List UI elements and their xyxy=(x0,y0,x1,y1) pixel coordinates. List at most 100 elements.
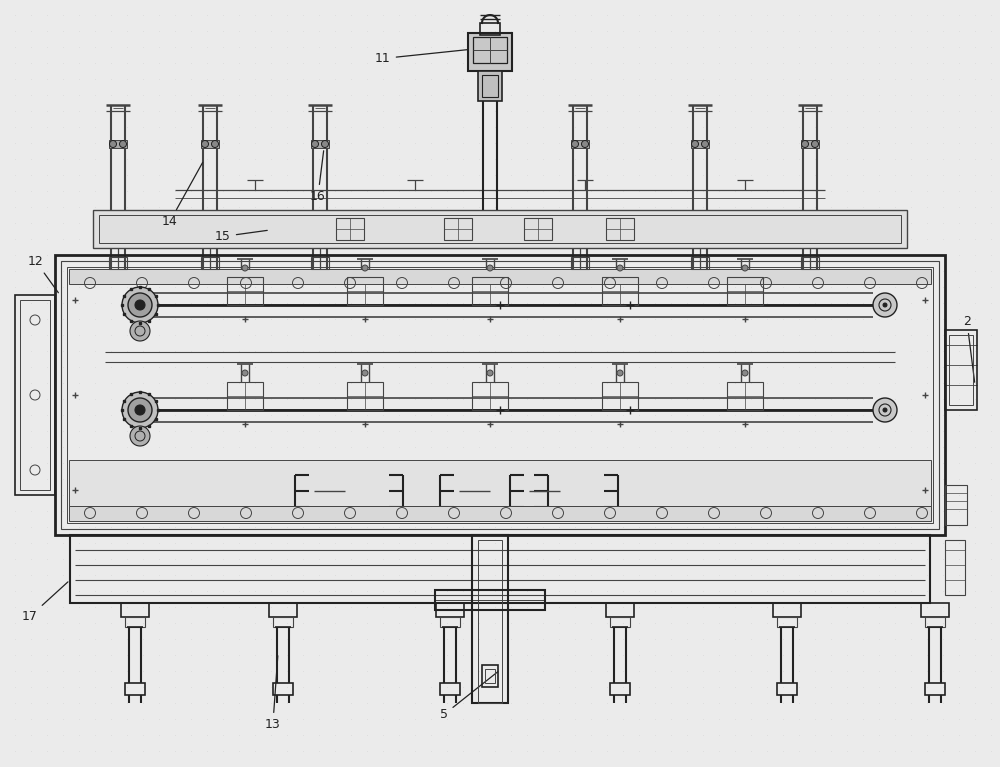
Text: 17: 17 xyxy=(22,582,68,623)
Bar xyxy=(606,218,634,240)
Bar xyxy=(921,603,949,617)
Bar xyxy=(440,617,460,627)
Circle shape xyxy=(135,405,145,415)
Bar xyxy=(15,295,55,495)
Bar xyxy=(273,683,293,695)
Bar xyxy=(444,218,472,240)
Bar xyxy=(602,382,638,410)
Bar xyxy=(485,669,495,683)
Circle shape xyxy=(692,140,698,147)
Bar xyxy=(468,33,512,71)
Bar xyxy=(925,617,945,627)
Bar xyxy=(777,617,797,627)
Circle shape xyxy=(812,140,818,147)
Bar xyxy=(67,267,933,523)
Circle shape xyxy=(802,140,808,147)
Bar xyxy=(482,75,498,97)
Bar xyxy=(311,140,329,148)
Bar xyxy=(571,140,589,148)
Circle shape xyxy=(873,398,897,422)
Bar xyxy=(121,603,149,617)
Bar xyxy=(93,210,907,248)
Bar xyxy=(472,277,508,305)
Bar xyxy=(125,683,145,695)
Bar xyxy=(472,535,508,703)
Bar xyxy=(610,617,630,627)
Bar xyxy=(61,261,939,529)
Bar xyxy=(70,535,930,603)
Bar xyxy=(336,218,364,240)
Circle shape xyxy=(110,140,116,147)
Bar xyxy=(524,218,552,240)
Circle shape xyxy=(212,140,218,147)
Circle shape xyxy=(617,370,623,376)
Circle shape xyxy=(202,140,208,147)
Circle shape xyxy=(130,426,150,446)
Bar xyxy=(20,300,50,490)
Circle shape xyxy=(130,321,150,341)
Circle shape xyxy=(128,398,152,422)
Bar xyxy=(606,603,634,617)
Bar xyxy=(945,540,965,595)
Circle shape xyxy=(120,140,126,147)
Bar xyxy=(227,382,263,410)
Bar xyxy=(945,485,967,525)
Bar xyxy=(99,215,901,243)
Bar xyxy=(480,23,500,35)
Bar xyxy=(473,37,507,63)
Circle shape xyxy=(487,370,493,376)
Circle shape xyxy=(873,293,897,317)
Circle shape xyxy=(617,265,623,271)
Circle shape xyxy=(362,265,368,271)
Text: 15: 15 xyxy=(215,230,267,243)
Bar xyxy=(201,257,219,269)
Bar xyxy=(435,590,545,610)
Bar xyxy=(109,257,127,269)
Circle shape xyxy=(135,300,145,310)
Bar xyxy=(691,140,709,148)
Bar xyxy=(949,335,973,405)
Bar xyxy=(69,460,931,506)
Bar xyxy=(691,257,709,269)
Bar xyxy=(571,257,589,269)
Circle shape xyxy=(122,392,158,428)
Circle shape xyxy=(883,408,887,412)
Bar xyxy=(472,382,508,410)
Text: 12: 12 xyxy=(28,255,58,293)
Circle shape xyxy=(742,265,748,271)
Bar xyxy=(482,665,498,687)
Bar xyxy=(347,382,383,410)
Circle shape xyxy=(883,303,887,307)
Bar xyxy=(602,277,638,305)
Bar xyxy=(125,617,145,627)
Bar xyxy=(55,255,945,535)
Bar xyxy=(347,277,383,305)
Circle shape xyxy=(362,370,368,376)
Circle shape xyxy=(312,140,318,147)
Circle shape xyxy=(122,287,158,323)
Bar xyxy=(436,603,464,617)
Bar xyxy=(727,382,763,410)
Text: 2: 2 xyxy=(963,315,975,382)
Circle shape xyxy=(242,265,248,271)
Bar xyxy=(69,506,931,521)
Bar xyxy=(727,277,763,305)
Text: 5: 5 xyxy=(440,672,498,721)
Bar xyxy=(269,603,297,617)
Text: 14: 14 xyxy=(162,163,203,228)
Bar xyxy=(201,140,219,148)
Bar xyxy=(478,540,502,703)
Bar xyxy=(109,140,127,148)
Bar xyxy=(273,617,293,627)
Circle shape xyxy=(572,140,578,147)
Bar xyxy=(773,603,801,617)
Circle shape xyxy=(242,370,248,376)
Text: 16: 16 xyxy=(310,151,326,203)
Bar xyxy=(610,683,630,695)
Circle shape xyxy=(128,293,152,317)
Circle shape xyxy=(582,140,588,147)
Circle shape xyxy=(702,140,708,147)
Bar xyxy=(801,140,819,148)
Circle shape xyxy=(487,265,493,271)
Text: 13: 13 xyxy=(265,656,281,731)
